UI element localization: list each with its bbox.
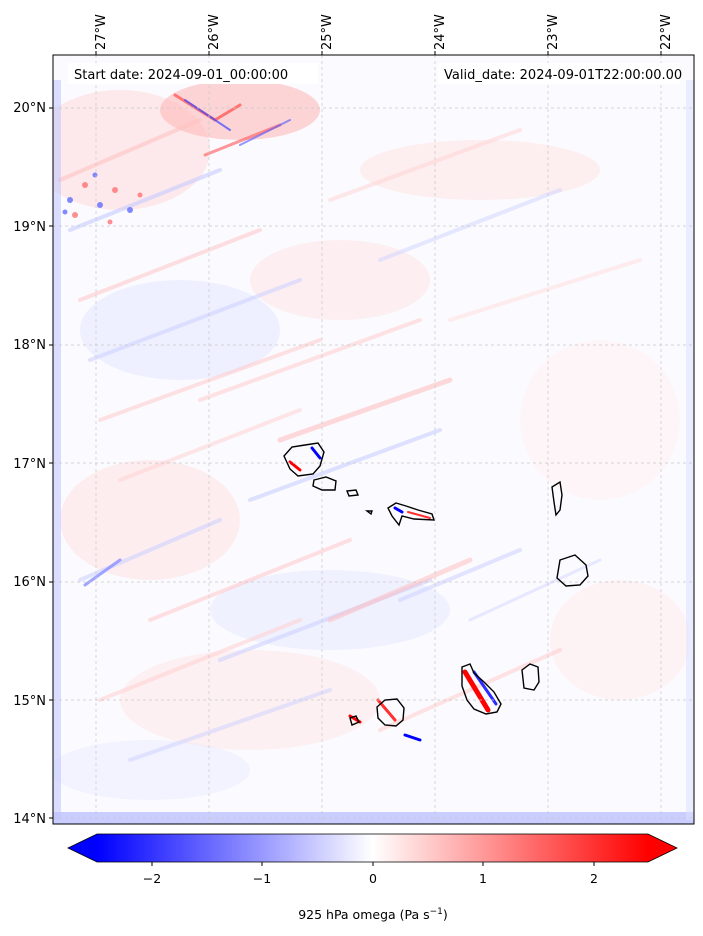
colorbar-outline <box>67 833 678 863</box>
colorbar-tick-label: −2 <box>143 871 161 886</box>
colorbar-tick-label: 0 <box>369 871 377 886</box>
colorbar-ramp <box>97 834 648 862</box>
island-sao-vicente <box>312 476 337 491</box>
info-boxes: Start date: 2024-09-01_00:00:00 Valid_da… <box>68 63 682 84</box>
lat-tick-label: 15°N <box>13 694 46 709</box>
colorbar-tick-label: 2 <box>590 871 598 886</box>
lon-tick-label: 27°W <box>94 14 109 50</box>
colorbar-tick-label: −1 <box>253 871 271 886</box>
lat-axis: 20°N 19°N 18°N 17°N 16°N 15°N 14°N <box>13 101 53 827</box>
colorbar-extend-min <box>68 834 97 862</box>
island-boa-vista <box>556 554 589 587</box>
lon-tick-label: 23°W <box>546 14 561 50</box>
island-branco <box>364 510 373 516</box>
island-santiago <box>461 663 502 715</box>
island-santa-luzia <box>346 489 359 497</box>
lon-tick-label: 26°W <box>207 14 222 50</box>
coastlines <box>283 442 589 727</box>
lat-tick-label: 19°N <box>13 220 46 235</box>
lat-tick-label: 18°N <box>13 338 46 353</box>
colorbar: −2 −1 0 1 2 925 hPa omega (Pa s−1) <box>67 833 678 922</box>
lon-tick-label: 24°W <box>433 14 448 50</box>
gridlines <box>53 55 694 824</box>
valid-date-label: Valid_date: 2024-09-01T22:00:00.00 <box>444 68 682 83</box>
island-sal <box>551 480 563 517</box>
island-santo-antao <box>283 442 325 477</box>
lon-tick-label: 22°W <box>659 14 674 50</box>
lat-tick-label: 14°N <box>13 812 46 827</box>
island-sao-nicolau <box>387 502 435 527</box>
map-frame <box>52 54 695 825</box>
island-brava <box>349 715 360 726</box>
island-maio <box>521 663 540 691</box>
colorbar-extend-max <box>648 834 677 862</box>
colorbar-label: 925 hPa omega (Pa s−1) <box>298 907 448 922</box>
island-fogo <box>376 698 405 727</box>
lat-tick-label: 17°N <box>13 457 46 472</box>
colorbar-tick-label: 1 <box>479 871 487 886</box>
lat-tick-label: 20°N <box>13 101 46 116</box>
lon-axis: 27°W 26°W 25°W 24°W 23°W 22°W <box>94 14 674 55</box>
lon-tick-label: 25°W <box>320 14 335 50</box>
lat-tick-label: 16°N <box>13 575 46 590</box>
map-panel <box>52 54 695 825</box>
start-date-label: Start date: 2024-09-01_00:00:00 <box>74 68 288 83</box>
omega-field <box>53 80 694 824</box>
